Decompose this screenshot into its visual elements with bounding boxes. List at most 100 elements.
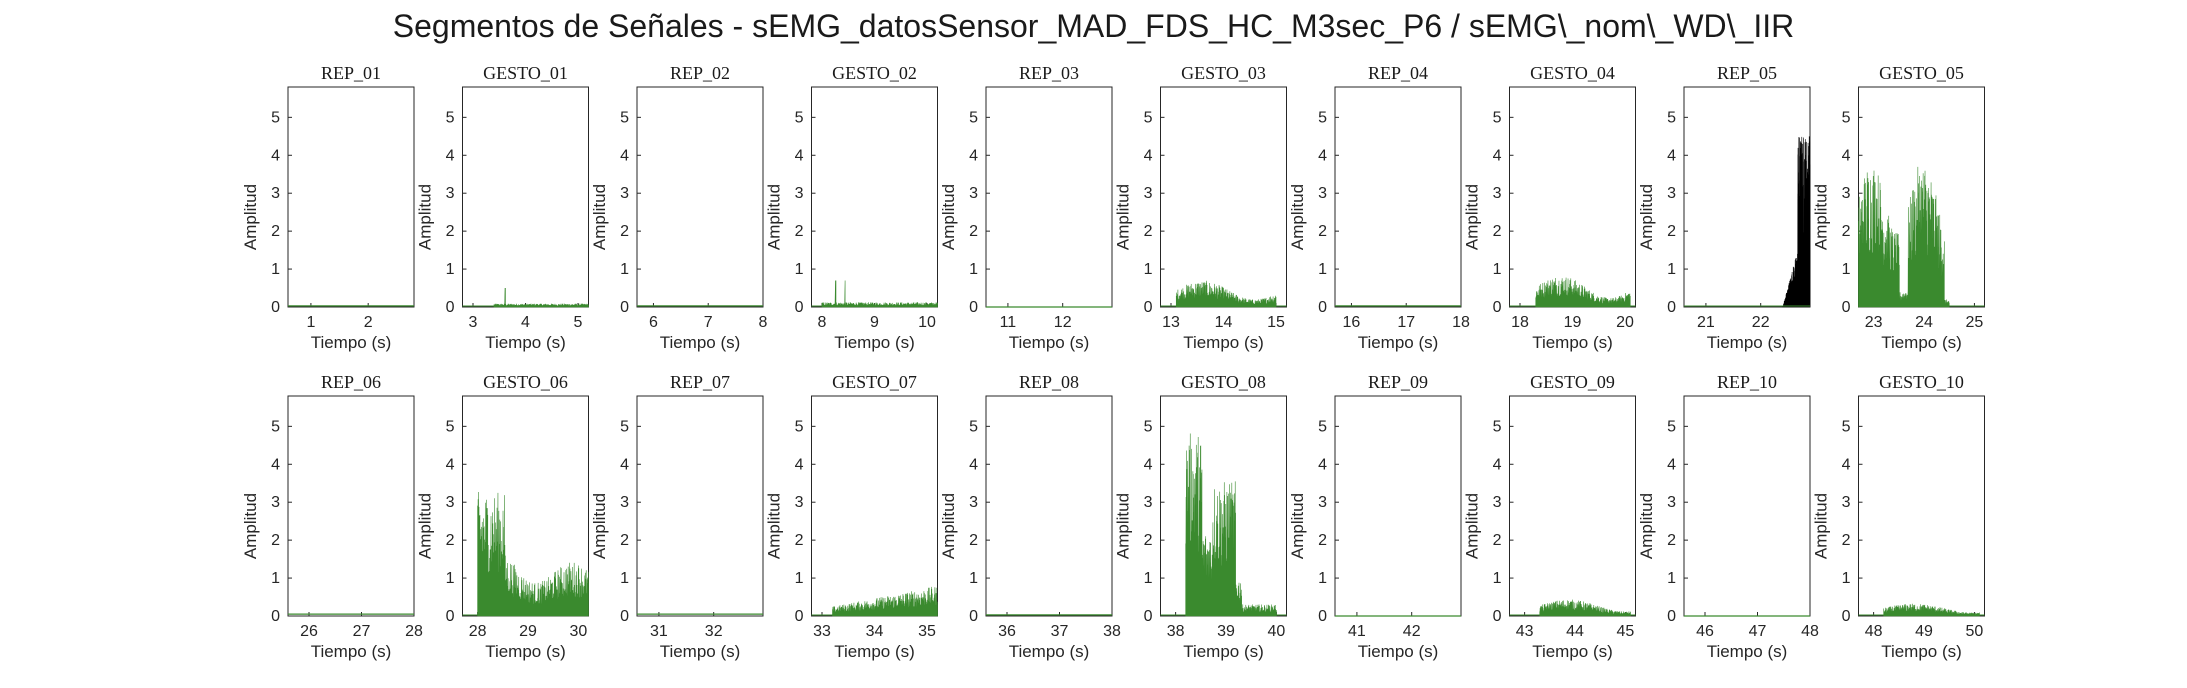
y-tick-label: 0 xyxy=(969,299,978,316)
y-tick-label: 5 xyxy=(620,109,629,126)
y-tick-label: 0 xyxy=(1144,608,1153,625)
x-tick-label: 12 xyxy=(1054,314,1072,331)
y-tick-label: 5 xyxy=(271,109,280,126)
axes-box xyxy=(462,86,589,308)
figure-title: Segmentos de Señales - sEMG_datosSensor_… xyxy=(392,8,1795,44)
subplot-title: REP_03 xyxy=(1019,63,1079,83)
x-tick-label: 11 xyxy=(1000,314,1017,331)
y-tick-label: 2 xyxy=(1318,223,1327,240)
x-axis-label: Tiempo (s) xyxy=(1183,642,1264,661)
subplot-title: REP_05 xyxy=(1717,63,1777,83)
y-tick-label: 3 xyxy=(1667,494,1676,511)
y-tick-label: 4 xyxy=(1144,456,1153,473)
axes-box xyxy=(1683,86,1811,308)
subplot-title: REP_10 xyxy=(1717,372,1777,392)
y-tick-label: 4 xyxy=(1493,456,1502,473)
y-tick-label: 0 xyxy=(620,299,629,316)
y-tick-label: 2 xyxy=(1667,532,1676,549)
y-tick-label: 1 xyxy=(1842,570,1851,587)
y-tick-label: 3 xyxy=(969,494,978,511)
subplot-title: GESTO_07 xyxy=(832,372,917,392)
y-tick-label: 1 xyxy=(969,570,978,587)
x-tick-label: 21 xyxy=(1697,314,1715,331)
signal-area xyxy=(1535,277,1631,308)
y-tick-label: 1 xyxy=(446,570,455,587)
subplot-title: GESTO_09 xyxy=(1530,372,1615,392)
signal-area xyxy=(1883,603,1980,617)
y-tick-label: 3 xyxy=(1318,185,1327,202)
y-tick-label: 2 xyxy=(271,223,280,240)
x-axis-label: Tiempo (s) xyxy=(1707,642,1788,661)
y-axis-label: Amplitud xyxy=(1463,184,1482,250)
x-tick-label: 38 xyxy=(1103,623,1121,640)
y-tick-label: 3 xyxy=(446,185,455,202)
x-tick-label: 7 xyxy=(704,314,713,331)
signal-area xyxy=(821,280,938,308)
x-tick-label: 23 xyxy=(1865,314,1883,331)
y-tick-label: 1 xyxy=(1667,261,1676,278)
signal-area xyxy=(1185,433,1277,617)
y-axis-label: Amplitud xyxy=(1812,493,1831,559)
x-tick-label: 43 xyxy=(1516,623,1534,640)
y-tick-label: 0 xyxy=(271,299,280,316)
x-tick-label: 40 xyxy=(1268,623,1286,640)
x-tick-label: 32 xyxy=(705,623,723,640)
axes-box xyxy=(1858,395,1985,617)
y-tick-label: 3 xyxy=(795,494,804,511)
y-tick-label: 1 xyxy=(795,261,804,278)
subplot-title: GESTO_10 xyxy=(1879,372,1964,392)
y-axis-label: Amplitud xyxy=(590,493,609,559)
axes-box xyxy=(636,86,764,308)
signal-area xyxy=(493,288,589,308)
x-tick-label: 18 xyxy=(1452,314,1470,331)
x-tick-label: 26 xyxy=(300,623,318,640)
y-tick-label: 3 xyxy=(620,185,629,202)
y-tick-label: 4 xyxy=(1318,147,1327,164)
y-tick-label: 4 xyxy=(271,456,280,473)
y-tick-label: 2 xyxy=(1493,223,1502,240)
y-tick-label: 5 xyxy=(1144,109,1153,126)
signal-area xyxy=(477,492,589,617)
x-tick-label: 36 xyxy=(998,623,1016,640)
subplot-title: GESTO_05 xyxy=(1879,63,1964,83)
y-tick-label: 0 xyxy=(1667,608,1676,625)
x-tick-label: 14 xyxy=(1215,314,1233,331)
x-tick-label: 8 xyxy=(759,314,768,331)
y-tick-label: 4 xyxy=(1144,147,1153,164)
signal-area xyxy=(1175,280,1277,308)
x-tick-label: 29 xyxy=(519,623,537,640)
y-tick-label: 4 xyxy=(795,456,804,473)
y-tick-label: 2 xyxy=(620,223,629,240)
y-tick-label: 4 xyxy=(969,147,978,164)
x-tick-label: 20 xyxy=(1616,314,1634,331)
y-tick-label: 4 xyxy=(969,456,978,473)
subplot-title: REP_09 xyxy=(1368,372,1428,392)
y-axis-label: Amplitud xyxy=(1114,493,1133,559)
x-tick-label: 49 xyxy=(1915,623,1933,640)
y-tick-label: 1 xyxy=(1842,261,1851,278)
x-tick-label: 22 xyxy=(1752,314,1770,331)
y-tick-label: 3 xyxy=(1144,494,1153,511)
y-tick-label: 5 xyxy=(620,418,629,435)
y-tick-label: 0 xyxy=(1318,608,1327,625)
x-axis-label: Tiempo (s) xyxy=(1532,333,1613,352)
y-tick-label: 5 xyxy=(1842,418,1851,435)
y-tick-label: 2 xyxy=(446,223,455,240)
x-tick-label: 42 xyxy=(1403,623,1421,640)
y-tick-label: 2 xyxy=(1493,532,1502,549)
x-tick-label: 46 xyxy=(1696,623,1714,640)
x-tick-label: 39 xyxy=(1217,623,1235,640)
x-tick-label: 10 xyxy=(918,314,936,331)
y-tick-label: 1 xyxy=(446,261,455,278)
y-tick-label: 4 xyxy=(1318,456,1327,473)
x-axis-label: Tiempo (s) xyxy=(1532,642,1613,661)
y-tick-label: 2 xyxy=(620,532,629,549)
y-tick-label: 3 xyxy=(1493,185,1502,202)
y-tick-label: 3 xyxy=(1493,494,1502,511)
x-tick-label: 19 xyxy=(1564,314,1582,331)
y-tick-label: 4 xyxy=(795,147,804,164)
x-tick-label: 28 xyxy=(469,623,487,640)
y-tick-label: 0 xyxy=(1842,608,1851,625)
y-tick-label: 4 xyxy=(446,456,455,473)
y-tick-label: 0 xyxy=(446,299,455,316)
